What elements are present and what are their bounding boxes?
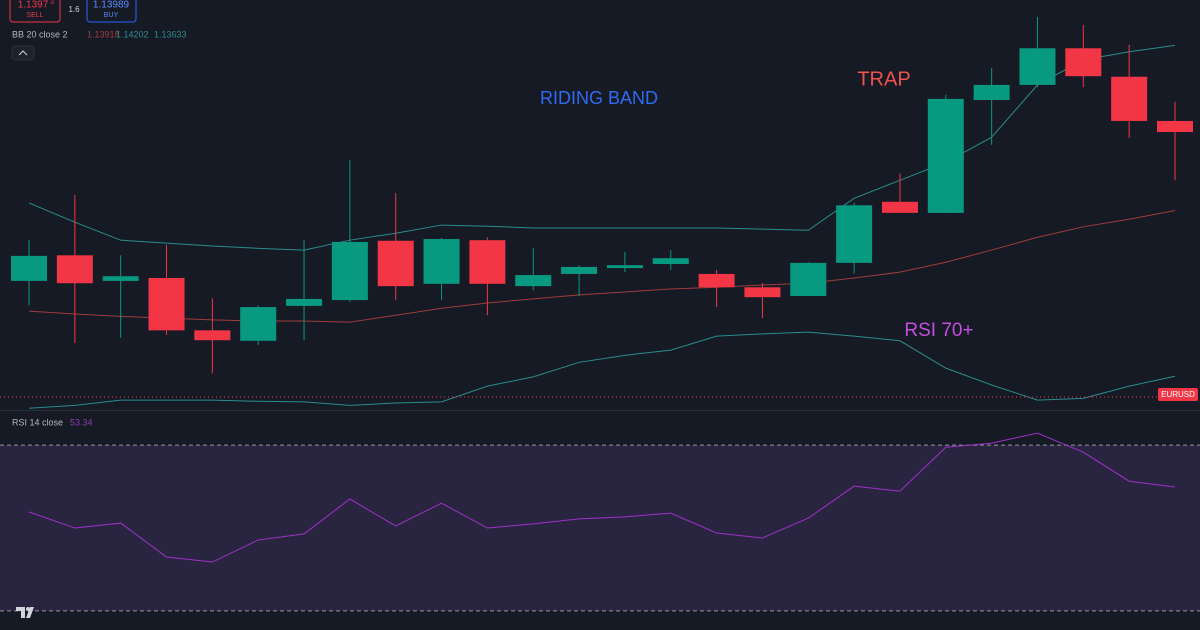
price-pane: [0, 0, 1200, 410]
annotation: TRAP: [857, 68, 910, 90]
bb-lower-value: 1.13633: [154, 29, 187, 39]
annotation: RIDING BAND: [540, 88, 658, 108]
bb-upper-value: 1.14202: [116, 29, 149, 39]
candle-body: [652, 258, 689, 265]
candle-body: [286, 298, 323, 306]
sell-price: 1.1397: [18, 0, 49, 11]
bb-middle-value: 1.13918: [87, 29, 120, 39]
candle-body: [194, 330, 231, 341]
rsi-pane: [0, 411, 1200, 630]
candle-body: [423, 239, 460, 284]
bollinger-band: [28, 331, 1176, 409]
candle-body: [881, 201, 918, 213]
bollinger-band: [28, 44, 1176, 251]
candle-body: [1019, 48, 1056, 85]
sell-pip: 3: [50, 0, 54, 6]
collapse-icon: [18, 50, 28, 56]
candle-body: [698, 273, 735, 288]
candle-body: [927, 98, 964, 213]
symbol-label: EURUSD: [1161, 390, 1195, 399]
candle-body: [1065, 48, 1102, 77]
candle-body: [1111, 76, 1148, 121]
buy-label: BUY: [104, 12, 119, 19]
rsi-value: 53.34: [70, 417, 93, 427]
sell-label: SELL: [26, 12, 43, 19]
symbol-tag: [1158, 388, 1198, 401]
candle-body: [606, 265, 643, 269]
candle-body: [1157, 120, 1193, 133]
candle-body: [515, 275, 552, 287]
bb-legend: BB 20 close 2: [12, 29, 68, 39]
candle-body: [744, 287, 781, 298]
collapse-button[interactable]: [11, 45, 35, 61]
bollinger-band: [28, 210, 1176, 323]
candle-body: [469, 240, 506, 284]
candle-body: [790, 262, 827, 297]
candle-body: [331, 241, 368, 301]
candle-body: [11, 255, 47, 281]
candle-body: [561, 266, 598, 274]
buy-price: 1.13989: [93, 0, 130, 11]
candle-body: [148, 277, 185, 331]
annotation: RSI 70+: [904, 320, 973, 341]
sell-button[interactable]: [9, 0, 61, 23]
candle-body: [377, 240, 414, 287]
spread: 1.6: [68, 5, 80, 14]
candle-body: [836, 205, 873, 263]
rsi-legend: RSI 14 close: [12, 417, 63, 427]
candle-body: [56, 255, 93, 284]
candle-body: [102, 276, 139, 281]
rsi-line: [28, 432, 1176, 563]
rsi-band: [0, 445, 1200, 611]
candle-body: [240, 307, 277, 341]
marks: [0, 16, 1200, 612]
candle-body: [973, 84, 1010, 101]
logo: [16, 607, 34, 618]
buy-button[interactable]: [86, 0, 137, 23]
